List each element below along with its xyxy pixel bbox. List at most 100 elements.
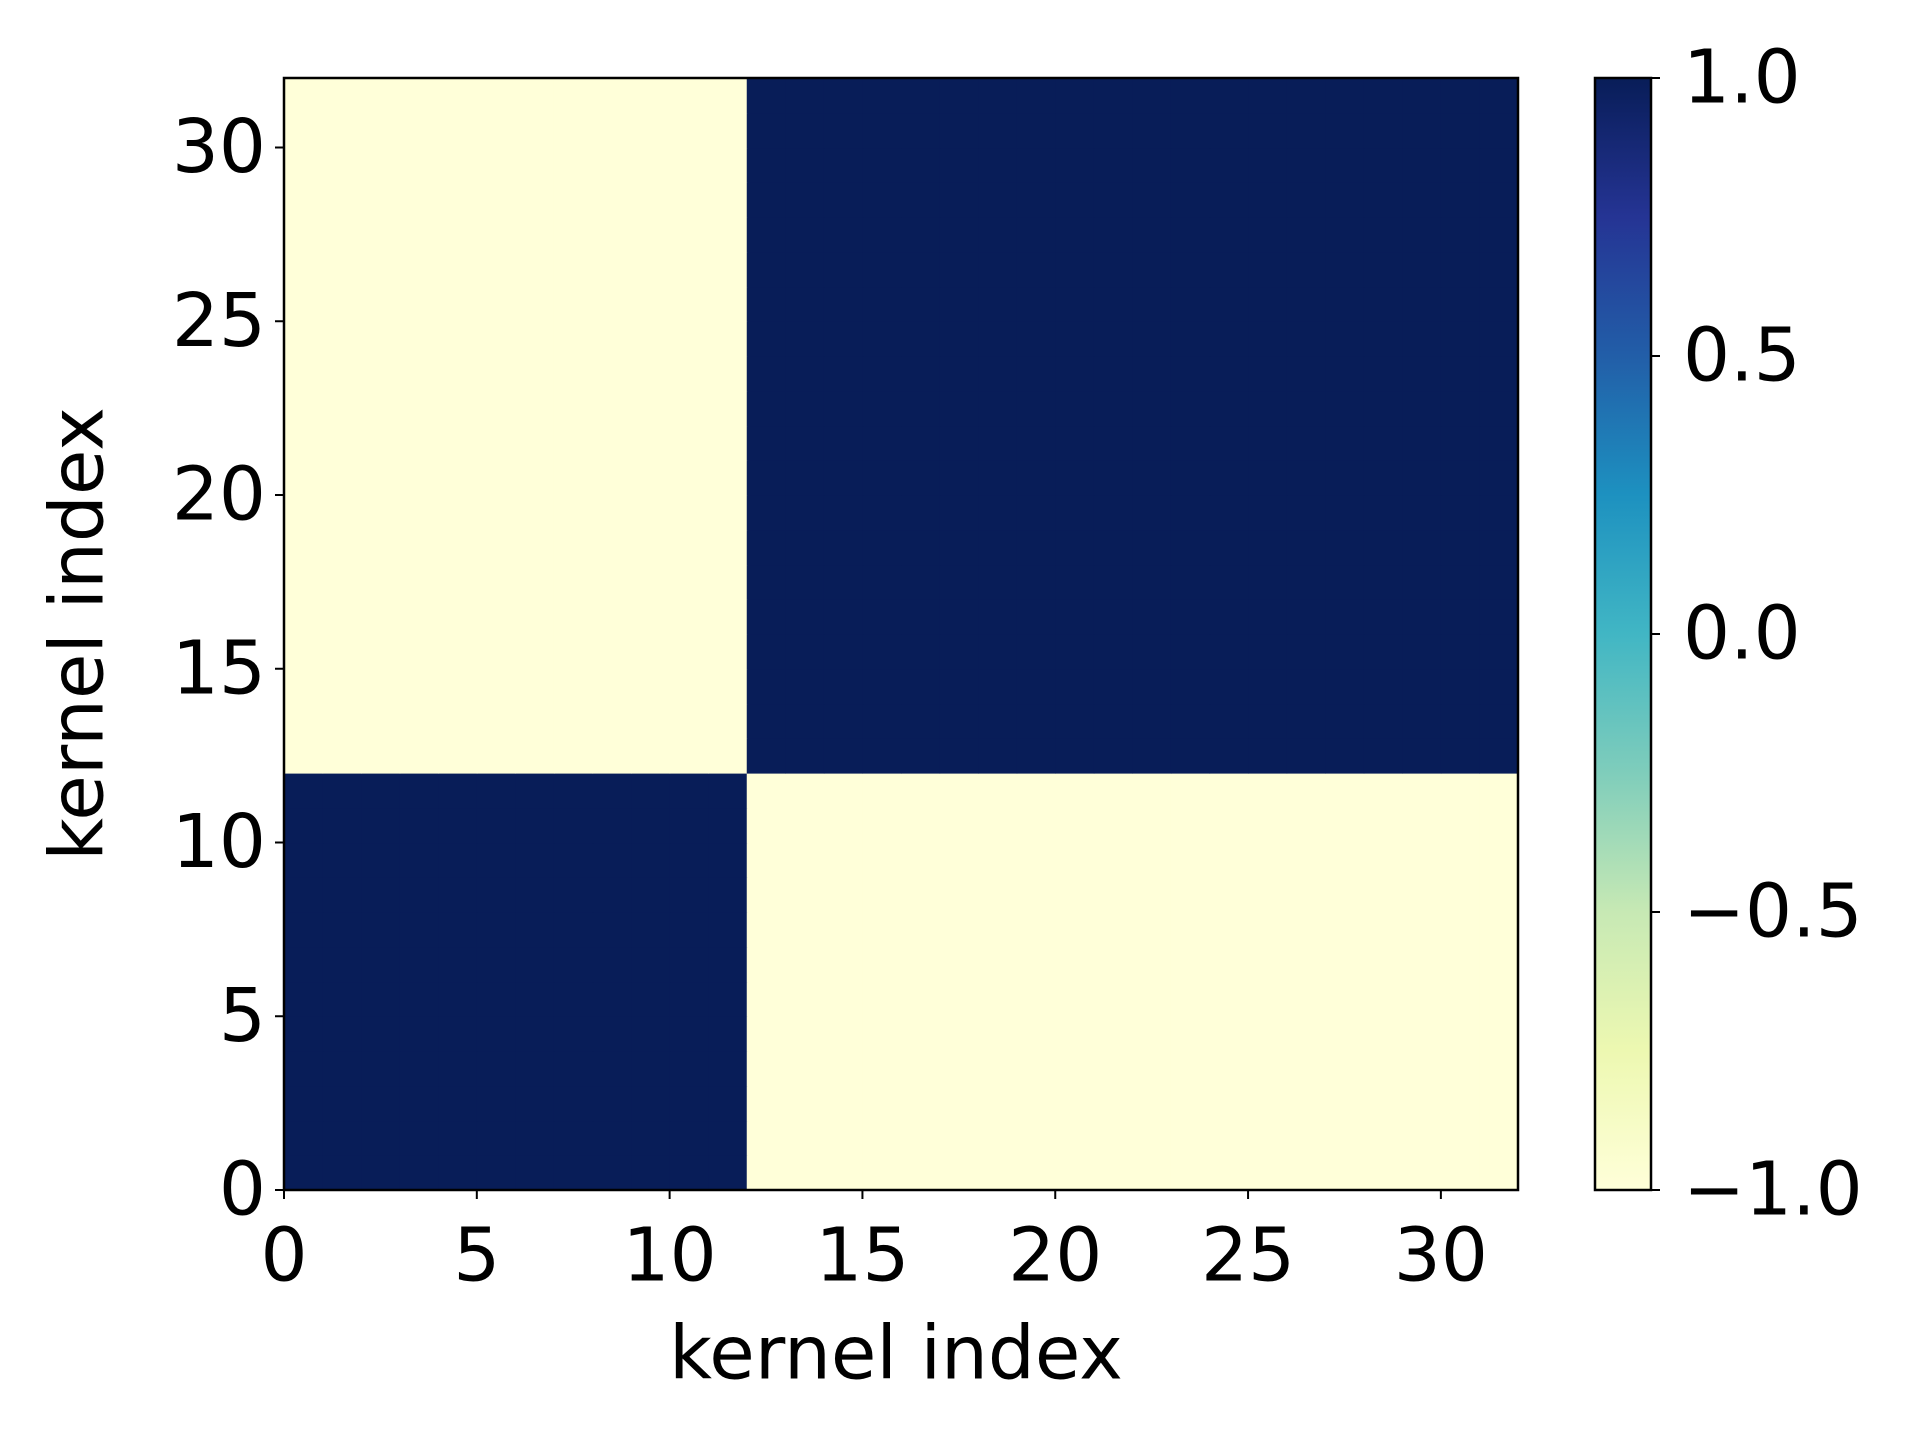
- heatmap-cell: [1402, 1051, 1442, 1087]
- heatmap-cell: [978, 321, 1018, 357]
- heatmap-cell: [1055, 1016, 1095, 1052]
- heatmap-cell: [746, 251, 786, 288]
- heatmap-cell: [1248, 877, 1288, 913]
- heatmap-cell: [669, 738, 709, 774]
- heatmap-cell: [1440, 460, 1481, 496]
- heatmap-cell: [978, 1016, 1018, 1052]
- heatmap-cell: [1363, 564, 1403, 600]
- heatmap-cell: [1170, 495, 1211, 531]
- heatmap-cell: [1170, 1051, 1211, 1087]
- heatmap-cell: [1132, 425, 1172, 461]
- heatmap-cell: [1479, 807, 1519, 844]
- heatmap-cell: [669, 1051, 709, 1087]
- heatmap-cell: [322, 112, 362, 149]
- heatmap-cell: [978, 599, 1018, 635]
- heatmap-cell: [1440, 495, 1481, 531]
- heatmap-cell: [1170, 390, 1211, 427]
- heatmap-cell: [939, 529, 979, 566]
- heatmap-cell: [1170, 599, 1211, 635]
- heatmap-cell: [1170, 842, 1211, 878]
- heatmap-cell: [1363, 1120, 1403, 1156]
- heatmap-cell: [1132, 356, 1172, 392]
- heatmap-cell: [901, 807, 941, 844]
- heatmap-cell: [515, 1051, 555, 1087]
- heatmap-cell: [515, 564, 555, 600]
- heatmap-cell: [399, 217, 439, 253]
- heatmap-cell: [631, 495, 671, 531]
- heatmap-cell: [785, 946, 825, 983]
- heatmap-cell: [785, 1016, 825, 1052]
- heatmap-cell: [1479, 147, 1519, 183]
- heatmap-cell: [399, 147, 439, 183]
- heatmap-cell: [1363, 877, 1403, 913]
- heatmap-cell: [1479, 321, 1519, 357]
- heatmap-cell: [746, 946, 786, 983]
- heatmap-cell: [1209, 425, 1249, 461]
- heatmap-cell: [515, 1120, 555, 1156]
- heatmap-cell: [515, 1155, 555, 1191]
- heatmap-cell: [862, 634, 902, 670]
- heatmap-cell: [1170, 425, 1211, 461]
- heatmap-cell: [592, 773, 632, 809]
- heatmap-cell: [631, 425, 671, 461]
- heatmap-cell: [553, 286, 594, 322]
- heatmap-cell: [553, 425, 594, 461]
- heatmap-cell: [361, 703, 401, 739]
- heatmap-cell: [785, 78, 825, 114]
- heatmap-cell: [1209, 251, 1249, 288]
- heatmap-cell: [823, 703, 864, 739]
- heatmap-cell: [1363, 495, 1403, 531]
- heatmap-cell: [1055, 668, 1095, 705]
- heatmap-cell: [669, 182, 709, 218]
- heatmap-cell: [669, 773, 709, 809]
- heatmap-cell: [708, 1085, 748, 1122]
- heatmap-cell: [1325, 1051, 1365, 1087]
- heatmap-cell: [978, 634, 1018, 670]
- heatmap-cell: [515, 1016, 555, 1052]
- x-tick-label: 30: [1394, 1213, 1488, 1299]
- heatmap-cell: [438, 877, 478, 913]
- heatmap-cell: [939, 703, 979, 739]
- heatmap-cell: [901, 842, 941, 878]
- heatmap-cell: [553, 251, 594, 288]
- heatmap-cell: [476, 564, 516, 600]
- heatmap-cell: [901, 564, 941, 600]
- heatmap-cell: [862, 321, 902, 357]
- heatmap-cell: [399, 1051, 439, 1087]
- heatmap-cell: [1325, 529, 1365, 566]
- heatmap-cell: [1363, 912, 1403, 948]
- heatmap-cell: [631, 703, 671, 739]
- heatmap-cell: [592, 78, 632, 114]
- heatmap-cell: [361, 564, 401, 600]
- heatmap-cell: [361, 912, 401, 948]
- heatmap-cell: [1325, 703, 1365, 739]
- heatmap-cell: [631, 668, 671, 705]
- heatmap-cell: [1363, 1051, 1403, 1087]
- heatmap-cell: [592, 251, 632, 288]
- heatmap-cell: [1055, 703, 1095, 739]
- heatmap-cell: [399, 251, 439, 288]
- heatmap-cell: [785, 1051, 825, 1087]
- heatmap-cell: [476, 1085, 516, 1122]
- heatmap-cell: [862, 1085, 902, 1122]
- heatmap-cell: [1055, 634, 1095, 670]
- heatmap-cell: [1170, 981, 1211, 1017]
- heatmap-cell: [1170, 217, 1211, 253]
- heatmap-cell: [476, 946, 516, 983]
- heatmap-cell: [1055, 842, 1095, 878]
- heatmap-cell: [939, 1085, 979, 1122]
- heatmap-cell: [1248, 946, 1288, 983]
- heatmap-cell: [1325, 668, 1365, 705]
- heatmap-cell: [785, 251, 825, 288]
- heatmap-cell: [284, 738, 324, 774]
- heatmap-cell: [823, 425, 864, 461]
- heatmap-cell: [901, 1051, 941, 1087]
- heatmap-cell: [823, 1155, 864, 1191]
- heatmap-cell: [1286, 182, 1326, 218]
- heatmap-cell: [438, 286, 478, 322]
- heatmap-cell: [592, 390, 632, 427]
- heatmap-cell: [1132, 1051, 1172, 1087]
- heatmap-cell: [631, 286, 671, 322]
- heatmap-cell: [284, 495, 324, 531]
- heatmap-cell: [862, 112, 902, 149]
